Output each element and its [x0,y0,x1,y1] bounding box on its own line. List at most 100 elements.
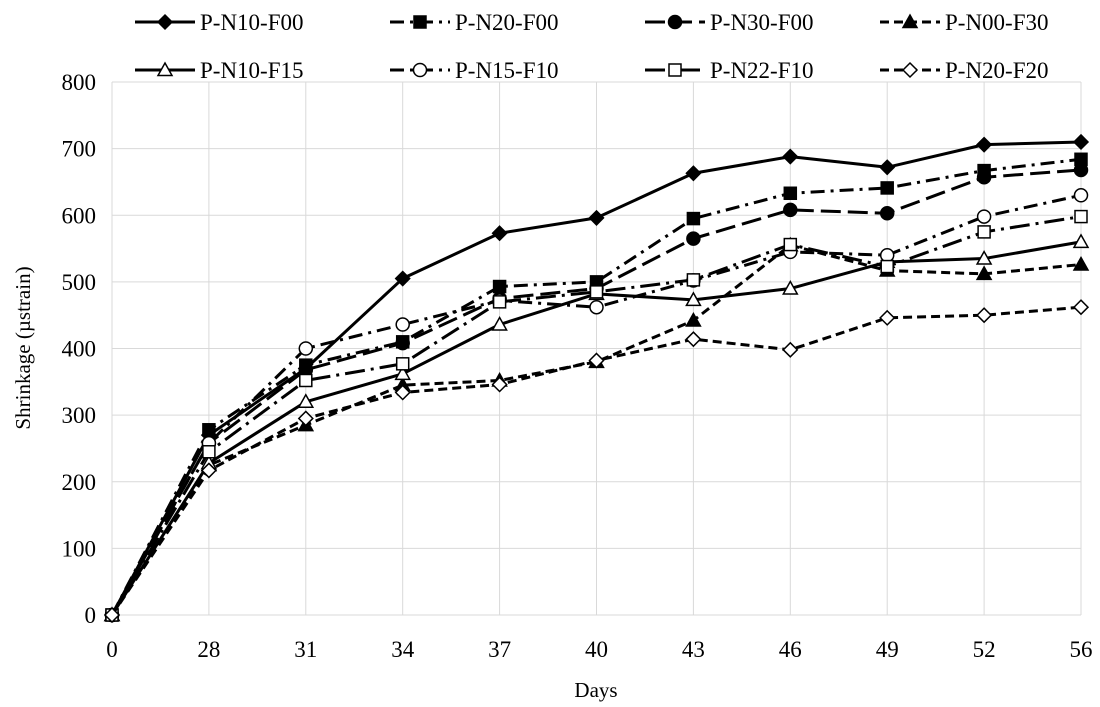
legend-item: P-N00-F30 [880,10,1049,35]
data-point [685,291,702,307]
data-point [395,317,410,332]
data-point [975,250,993,265]
series-line [110,243,1082,616]
x-tick-label: 37 [488,637,511,662]
x-tick-label: 49 [876,637,899,662]
data-point [976,170,992,185]
x-tick-label: 40 [585,637,608,662]
legend-item: P-N30-F00 [645,10,814,35]
data-point [880,181,894,195]
legend-marker [668,63,682,77]
y-tick-label: 100 [62,536,97,561]
data-point [103,606,121,624]
y-tick-label: 700 [62,137,97,162]
legend: P-N10-F00 P-N20-F00 P-N30-F00 P-N00-F30 P-N1… [135,10,1049,83]
data-point [783,202,798,218]
legend-item: P-N10-F15 [135,58,304,83]
data-point [297,410,314,427]
legend-marker [156,13,174,31]
data-point [782,341,799,358]
x-axis-ticks: 0 28 31 34 37 40 43 46 49 52 56 [106,637,1092,662]
data-point [1072,299,1090,316]
x-tick-label: 56 [1070,637,1093,662]
data-point [1074,209,1088,224]
data-point [394,365,411,381]
x-tick-label: 34 [391,637,415,662]
data-point [395,335,410,351]
data-point [202,423,216,437]
data-point [879,309,896,326]
x-tick-label: 43 [682,637,705,662]
y-axis-title: Shrinkage (µstrain) [11,266,35,429]
legend-label: P-N20-F20 [945,58,1049,83]
legend-item: P-N20-F20 [880,58,1049,83]
y-axis-ticks: 0 100 200 300 400 500 600 700 800 [62,70,97,628]
series-line [110,157,1082,616]
data-point [491,315,508,331]
data-point [685,311,702,327]
x-axis-title: Days [574,678,617,702]
data-point [879,206,895,221]
x-tick-label: 0 [106,637,118,662]
x-tick-label: 31 [294,637,317,662]
legend-item: P-N10-F00 [135,10,304,35]
data-point [588,352,605,369]
data-point [299,373,313,388]
data-point [782,148,799,165]
data-point [685,331,702,348]
data-point [1073,188,1089,203]
data-point [975,265,993,281]
data-point [976,209,992,224]
legend-marker [412,62,428,78]
legend-label: P-N20-F00 [455,10,559,35]
data-point [491,376,508,393]
data-point [880,259,894,274]
series-group [103,133,1090,624]
data-point [492,279,507,294]
data-point [782,280,799,295]
legend-marker [901,13,919,29]
data-point [297,393,315,409]
data-point [394,384,411,401]
gridlines [111,81,1082,616]
y-tick-label: 600 [62,203,97,228]
legend-label: P-N15-F10 [455,58,559,83]
y-tick-label: 500 [62,270,97,295]
legend-label: P-N10-F00 [200,10,304,35]
data-point [686,231,701,246]
legend-label: P-N10-F15 [200,58,304,83]
data-point [491,225,508,242]
series-P-N20-F20 [103,299,1090,624]
data-point [783,186,798,201]
data-point [879,159,896,176]
data-point [686,273,701,287]
series-line [110,215,1082,616]
legend-label: P-N22-F10 [710,58,814,83]
y-tick-label: 200 [62,470,97,495]
legend-label: P-N00-F30 [945,10,1049,35]
data-point [783,237,798,252]
x-tick-label: 52 [973,637,996,662]
legend-label: P-N30-F00 [710,10,814,35]
legend-marker [667,14,683,30]
data-point [1072,233,1090,249]
y-tick-label: 800 [62,70,97,95]
data-point [492,295,507,309]
data-point [976,136,993,153]
data-point [686,211,701,226]
legend-item: P-N15-F10 [390,58,559,83]
data-point [1072,256,1090,271]
y-tick-label: 0 [85,603,97,628]
legend-marker [156,61,174,77]
x-tick-label: 46 [779,637,802,662]
legend-marker [901,61,919,79]
legend-marker [413,15,427,29]
data-point [589,299,604,315]
y-tick-label: 400 [62,337,97,362]
data-point [976,307,993,324]
data-point [298,341,314,356]
legend-item: P-N20-F00 [390,10,559,35]
data-point [588,209,605,226]
legend-item: P-N22-F10 [645,58,814,83]
